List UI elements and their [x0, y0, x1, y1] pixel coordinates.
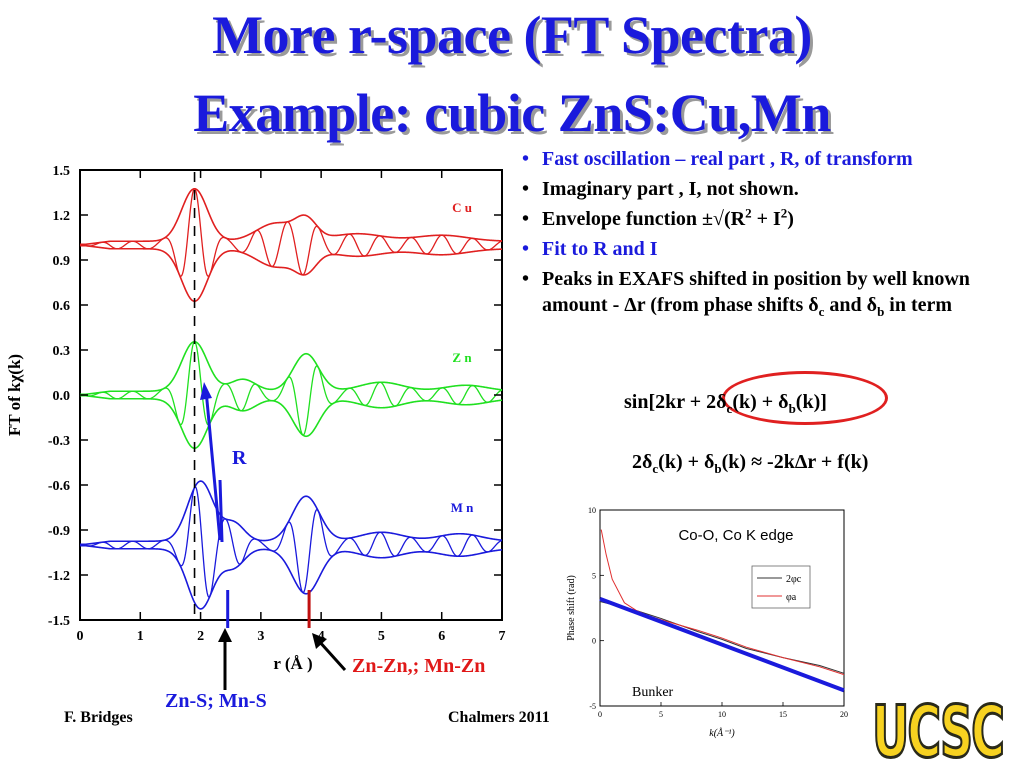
inset-x-tick-label: 15 — [779, 710, 787, 719]
bullet-3-b: + I — [751, 208, 781, 230]
y-tick-label: -0.6 — [48, 479, 70, 494]
eq1-b: (k) + δ — [732, 391, 789, 413]
inset-legend-label-0: 2φc — [786, 574, 802, 585]
inset-y-tick-label: 0 — [592, 637, 596, 646]
r-arrow — [204, 389, 222, 541]
series-cu-label: C u — [452, 200, 472, 215]
inset-linear-fit-line — [599, 596, 845, 693]
eq1-a: sin[2kr + 2δ — [624, 391, 727, 413]
series-cu-real-part — [79, 187, 503, 277]
inset-legend-label-1: φa — [786, 592, 797, 603]
bullet-4: Fit to R and I — [520, 236, 990, 262]
equation-sin-term: sin[2kr + 2δc(k) + δb(k)] — [624, 391, 827, 416]
series-mn-envelope-lower — [80, 544, 503, 610]
inset-y-tick-label: 10 — [588, 506, 596, 515]
eq1-c: (k)] — [795, 391, 827, 413]
ft-spectra-chart: C u Z n M n 0 1 2 3 4 5 6 7 1.5 1.2 0.9 0.6 0.3 0.0 -0.3… — [5, 164, 506, 690]
y-tick-label: -0.9 — [48, 524, 70, 539]
highlight-circle — [722, 371, 888, 425]
inset-y-tick-label: 5 — [592, 571, 596, 580]
r-arrow-head — [200, 382, 212, 400]
x-tick-label: 2 — [197, 629, 204, 644]
series-cu-envelope-upper — [80, 187, 503, 246]
zns-arrow-head — [218, 628, 232, 642]
znzn-arrow — [316, 638, 347, 672]
bullet-list: Fast oscillation – real part , R, of tra… — [520, 146, 990, 322]
y-tick-label: 0.6 — [53, 299, 71, 314]
bullet-3-a: Envelope function ±√(R — [542, 208, 746, 230]
series-zn-real-part — [79, 340, 503, 436]
y-tick-label: 1.5 — [53, 164, 71, 179]
y-tick-label: -1.5 — [48, 614, 70, 629]
series-mn-envelope-upper — [80, 480, 503, 546]
inset-x-tick-label: 0 — [598, 710, 602, 719]
x-tick-label: 3 — [257, 629, 264, 644]
series-zn-label: Z n — [452, 350, 472, 365]
eq2-sub2: b — [714, 461, 722, 476]
x-axis-label: r (Å ) — [273, 654, 312, 673]
x-tick-label: 1 — [137, 629, 144, 644]
eq2-a: 2δ — [632, 451, 653, 473]
bullet-5: Peaks in EXAFS shifted in position by we… — [520, 266, 990, 318]
x-tick-label: 4 — [318, 629, 325, 644]
bullet-3: Envelope function ±√(R2 + I2) — [520, 206, 990, 232]
eq2-b: (k) + δ — [658, 451, 715, 473]
bullet-2: Imaginary part , I, not shown. — [520, 176, 990, 202]
y-tick-label: -1.2 — [48, 569, 70, 584]
eq2-sub1: c — [652, 461, 659, 476]
bullet-3-c: ) — [787, 208, 794, 230]
series-mn-real-part — [79, 486, 503, 598]
bullet-2-text: Imaginary part , I, not shown. — [542, 178, 799, 200]
ucsc-logo: UCSC — [871, 688, 1006, 774]
y-tick-label: 1.2 — [53, 209, 71, 224]
inset-title: Co-O, Co K edge — [678, 527, 793, 544]
y-tick-label: 0.0 — [53, 389, 71, 404]
inset-series-line-0 — [599, 600, 845, 674]
equation-phase-shift: 2δc(k) + δb(k) ≈ -2kΔr + f(k) — [632, 451, 869, 476]
zns-label: Zn-S; Mn-S — [165, 690, 267, 712]
bullet-1-text: Fast oscillation – real part , R, of tra… — [542, 148, 913, 170]
series-zn-envelope-lower — [80, 394, 503, 450]
r-arrow-lower — [218, 479, 224, 543]
bullet-5-sub1: c — [818, 304, 825, 319]
bullet-3-sup2: 2 — [780, 205, 788, 221]
r-label: R — [232, 447, 247, 469]
inset-legend-box — [751, 565, 811, 609]
inset-x-label: k(Å⁻¹) — [709, 727, 735, 739]
eq1-sub2: b — [788, 401, 796, 416]
x-tick-label: 5 — [378, 629, 385, 644]
y-tick-label: -0.3 — [48, 434, 70, 449]
eq1-sub1: c — [726, 401, 733, 416]
y-tick-label: 0.9 — [53, 254, 71, 269]
eq2-c: (k) ≈ -2kΔr + f(k) — [721, 451, 869, 473]
bullet-3-sup1: 2 — [745, 205, 752, 221]
inset-annotation: Bunker — [632, 685, 674, 700]
inset-y-label: Phase shift (rad) — [566, 575, 577, 641]
slide-title-line1: More r-space (FT Spectra) — [212, 5, 812, 65]
footer-author: F. Bridges — [64, 709, 133, 726]
inset-x-tick-label: 5 — [659, 710, 663, 719]
series-zn-envelope-upper — [80, 340, 503, 396]
series-mn-label: M n — [451, 500, 475, 515]
inset-x-tick-label: 10 — [718, 710, 726, 719]
series-cu-envelope-lower — [80, 244, 503, 303]
znzn-label: Zn-Zn,; Mn-Zn — [352, 655, 486, 677]
bullet-5-c: in term — [884, 294, 953, 316]
y-tick-label: 0.3 — [53, 344, 71, 359]
slide-title-line2: Example: cubic ZnS:Cu,Mn — [193, 83, 831, 143]
x-tick-label: 6 — [438, 629, 445, 644]
inset-y-tick-label: -5 — [589, 702, 596, 711]
y-axis-label: FT of kχ(k) — [5, 354, 24, 436]
bullet-4-text: Fit to R and I — [542, 238, 658, 260]
x-tick-label: 7 — [499, 629, 506, 644]
bullet-5-sub2: b — [877, 304, 885, 319]
x-tick-label: 0 — [77, 629, 84, 644]
inset-x-tick-label: 20 — [840, 710, 848, 719]
bullet-1: Fast oscillation – real part , R, of tra… — [520, 146, 990, 172]
bullet-5-a: Peaks in EXAFS shifted in position by we… — [542, 268, 970, 316]
footer-venue: Chalmers 2011 — [448, 709, 550, 726]
znzn-arrow-head — [312, 633, 327, 649]
bullet-5-b: and δ — [824, 294, 878, 316]
